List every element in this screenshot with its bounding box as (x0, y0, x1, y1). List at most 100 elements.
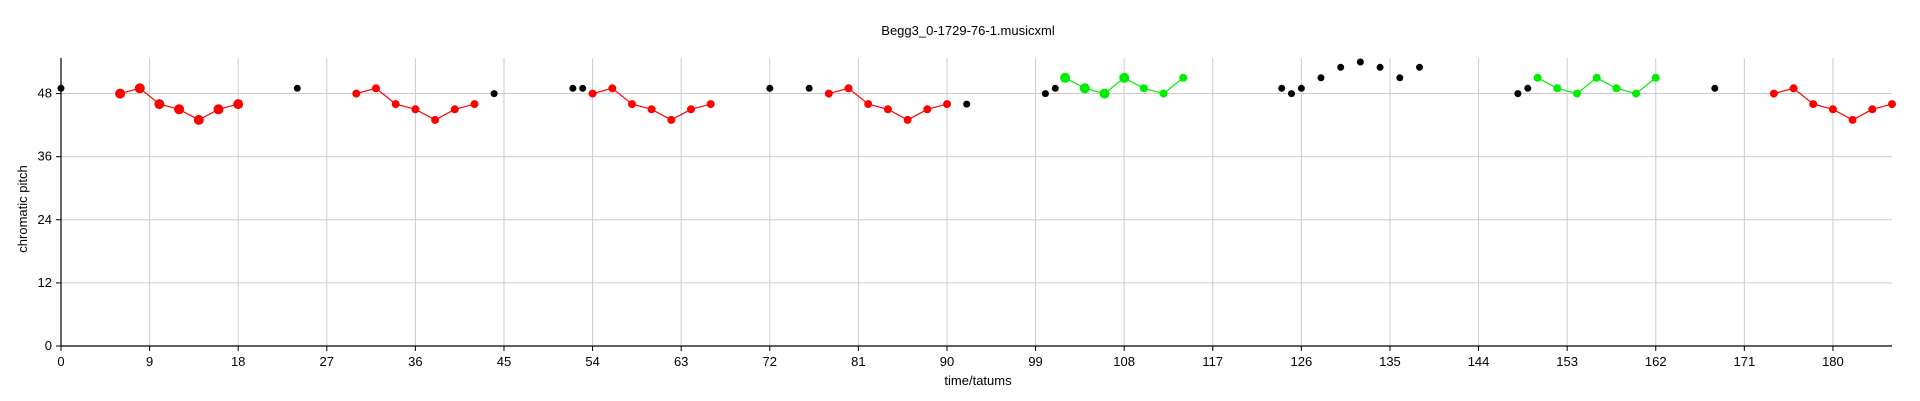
data-point (805, 84, 813, 92)
x-tick-label: 162 (1645, 354, 1667, 369)
data-point (1632, 89, 1641, 98)
x-tick-label: 63 (674, 354, 688, 369)
data-point (293, 84, 301, 92)
x-tick-label: 18 (231, 354, 245, 369)
data-point (943, 100, 951, 109)
data-point (1139, 84, 1148, 93)
series-line (592, 87, 711, 121)
data-point (1533, 73, 1542, 82)
data-point (1179, 73, 1188, 82)
series-6 (1769, 84, 1896, 124)
x-tick-label: 99 (1028, 354, 1042, 369)
series-1 (352, 84, 479, 124)
series-4 (1060, 72, 1188, 99)
y-tick-label: 12 (38, 275, 52, 290)
data-point (1079, 83, 1090, 94)
x-tick-label: 126 (1291, 354, 1313, 369)
data-point (1356, 58, 1364, 66)
data-point (470, 100, 479, 109)
data-point (824, 89, 833, 98)
data-point (569, 84, 577, 92)
series-line (828, 87, 948, 121)
data-point (1769, 89, 1778, 98)
data-point (1711, 84, 1719, 92)
series-3 (824, 84, 951, 124)
x-tick-label: 90 (940, 354, 954, 369)
data-point (963, 100, 971, 108)
data-point (903, 115, 912, 124)
data-point (579, 84, 587, 92)
y-tick-label: 36 (38, 149, 52, 164)
x-tick-label: 81 (851, 354, 865, 369)
data-point (923, 105, 932, 114)
data-point (1288, 90, 1295, 98)
x-tick-label: 153 (1556, 354, 1578, 369)
x-tick-label: 72 (763, 354, 777, 369)
x-ticks: 0 9 18 27 36 45 54 63 72 81 90 99 108 117 126 135 144 153… (57, 346, 1844, 369)
data-point (1868, 105, 1877, 114)
data-point (1416, 63, 1423, 71)
data-point (431, 115, 440, 124)
data-point (1553, 84, 1562, 93)
data-point (372, 84, 380, 93)
y-axis-title: chromatic pitch (15, 165, 30, 252)
x-tick-label: 180 (1822, 354, 1844, 369)
data-point (1099, 88, 1110, 99)
data-point (1119, 72, 1130, 83)
data-point (1278, 84, 1286, 92)
data-point (1573, 89, 1581, 98)
data-point (883, 105, 892, 114)
data-point (115, 88, 126, 99)
data-point (57, 84, 65, 92)
data-point (1060, 72, 1071, 83)
x-tick-label: 0 (57, 354, 64, 369)
data-point (1051, 84, 1059, 92)
series-2 (588, 84, 715, 124)
y-tick-label: 24 (38, 212, 52, 227)
data-point (1828, 105, 1837, 114)
x-tick-label: 36 (408, 354, 422, 369)
x-tick-label: 45 (497, 354, 511, 369)
y-tick-label: 48 (38, 86, 52, 101)
data-point (450, 105, 459, 114)
data-point (411, 105, 420, 114)
data-point (667, 115, 676, 124)
data-point (233, 99, 244, 110)
data-point (687, 105, 695, 114)
series-7 (57, 58, 1719, 108)
x-tick-label: 135 (1379, 354, 1401, 369)
data-point (193, 114, 204, 125)
data-point (1809, 100, 1818, 109)
y-ticks: 0 12 24 36 48 (38, 86, 61, 353)
x-tick-label: 117 (1202, 354, 1223, 369)
grid (61, 58, 1892, 346)
data-point (1041, 90, 1049, 98)
data-point (1789, 84, 1798, 93)
data-point (706, 100, 715, 109)
data-point (134, 83, 145, 94)
data-point (490, 90, 498, 98)
data-point (844, 84, 853, 93)
data-point (1848, 115, 1857, 124)
data-point (1612, 84, 1621, 93)
x-tick-label: 9 (146, 354, 153, 369)
data-point (352, 89, 361, 98)
x-tick-label: 144 (1468, 354, 1490, 369)
x-tick-label: 54 (585, 354, 599, 369)
data-point (588, 89, 597, 98)
x-tick-label: 108 (1113, 354, 1135, 369)
data-point (1514, 90, 1522, 98)
data-point (864, 100, 873, 109)
data-point (628, 100, 636, 109)
data-point (766, 84, 774, 92)
series-0 (115, 83, 244, 125)
data-point (1651, 73, 1660, 82)
series-line (119, 87, 239, 121)
data-point (1888, 100, 1896, 109)
data-point (174, 104, 185, 115)
series-5 (1533, 73, 1660, 98)
x-axis-title: time/tatums (944, 373, 1012, 388)
data-point (1317, 74, 1325, 82)
data-point (1376, 63, 1384, 71)
